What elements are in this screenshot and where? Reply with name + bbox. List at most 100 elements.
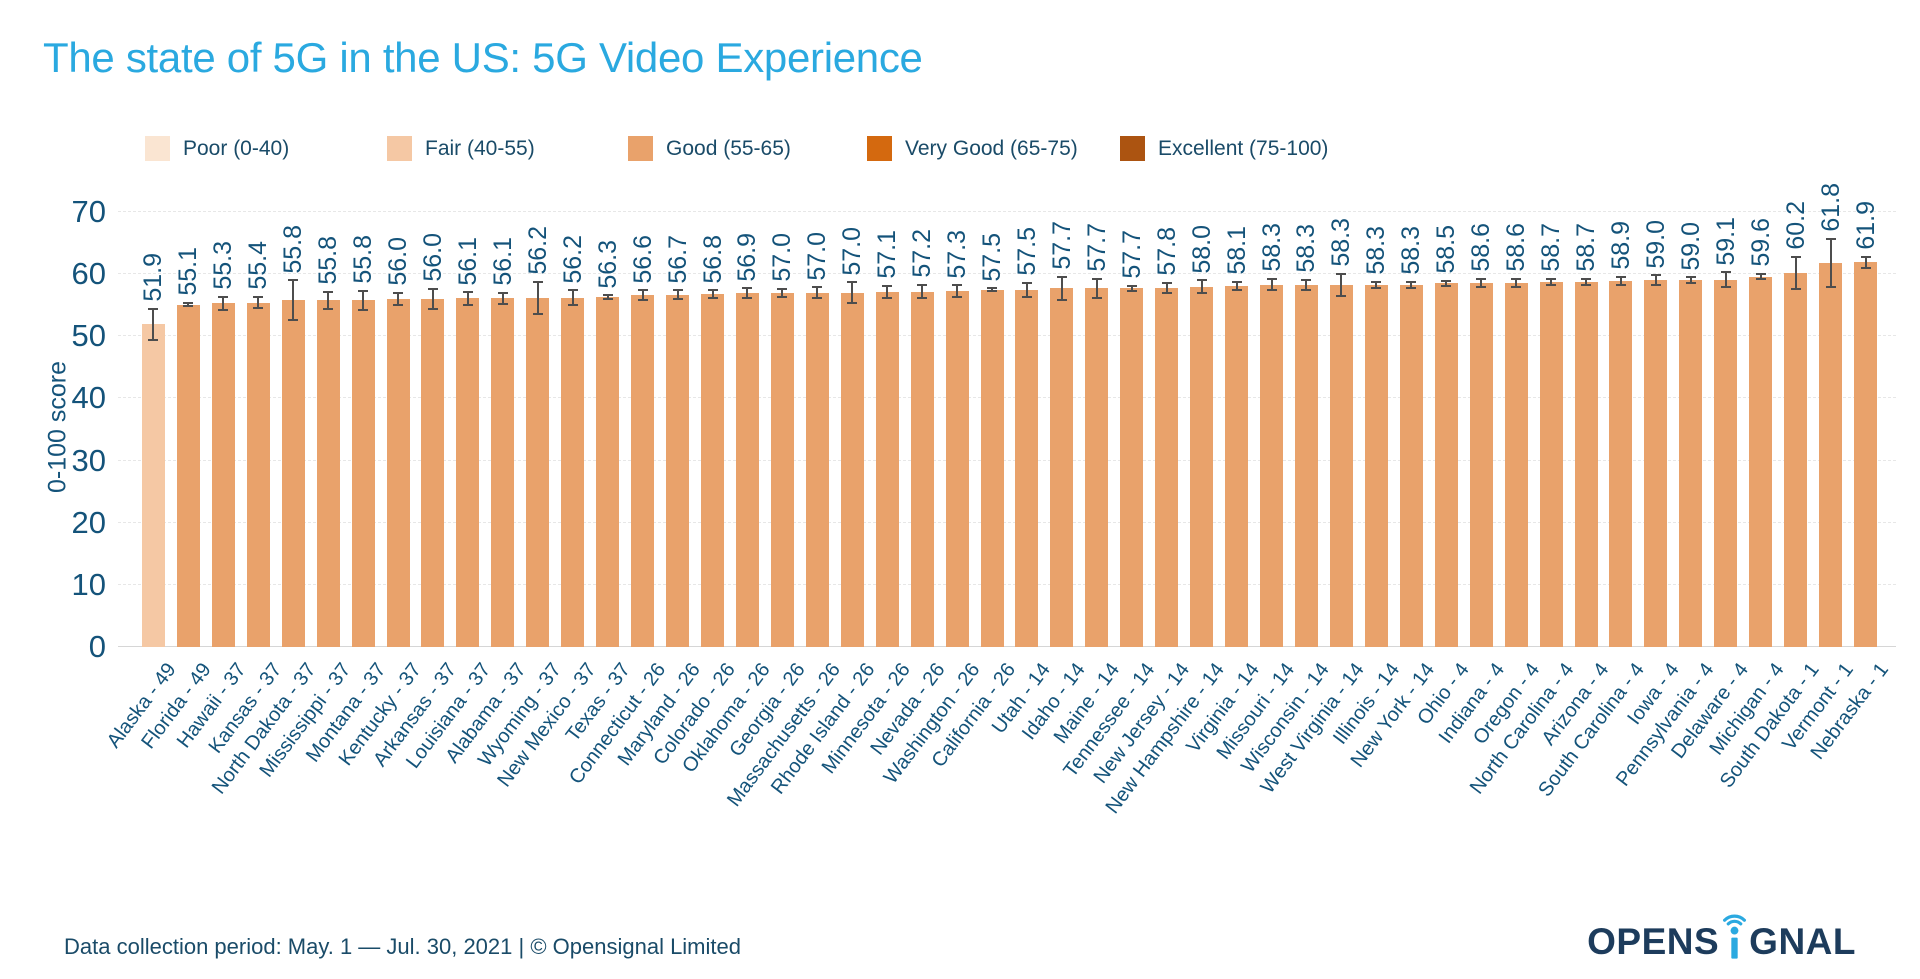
bar-arkansas	[421, 299, 445, 647]
legend-item: Poor (0-40)	[145, 136, 289, 161]
bar-value-label: 58.7	[1572, 223, 1600, 273]
x-category-label: Nebraska - 1	[1806, 659, 1894, 764]
bar-value-label: 58.3	[1397, 225, 1426, 275]
bar-new-jersey	[1155, 287, 1179, 647]
legend-item: Good (55-65)	[628, 136, 791, 161]
bar-value-label: 57.1	[873, 230, 902, 279]
error-bar	[1581, 278, 1591, 287]
bar-virginia	[1225, 285, 1249, 647]
bar-illinois	[1364, 284, 1388, 647]
x-category-label: Maryland - 26	[613, 659, 706, 770]
bar-minnesota	[875, 292, 899, 647]
bar-value-label: 58.3	[1292, 224, 1321, 273]
error-bar	[1825, 237, 1836, 289]
gridline	[118, 583, 1896, 585]
bar-iowa	[1644, 280, 1668, 647]
bar-value-label: 56.2	[523, 225, 552, 275]
x-category-label: Iowa - 4	[1623, 659, 1684, 730]
error-bar	[1021, 281, 1032, 298]
error-bar	[1371, 280, 1382, 290]
x-category-label: Wisconsin - 14	[1237, 659, 1335, 777]
bar-value-label: 61.9	[1851, 201, 1880, 250]
legend-item-label: Excellent (75-100)	[1158, 137, 1329, 160]
error-bar	[707, 289, 718, 300]
x-category-label: Indiana - 4	[1434, 659, 1509, 748]
legend-item: Excellent (75-100)	[1120, 136, 1328, 161]
x-category-label: South Carolina - 4	[1533, 659, 1649, 801]
bar-value-label: 56.0	[418, 233, 447, 283]
error-bar	[1301, 278, 1312, 291]
error-bar	[323, 290, 334, 311]
legend-swatch	[867, 136, 892, 161]
bar-wisconsin	[1294, 284, 1318, 647]
bar-value-label: 57.7	[1117, 230, 1146, 279]
x-category-label: Maine - 14	[1049, 659, 1125, 748]
error-bar	[1755, 273, 1766, 281]
x-category-label: Tennessee - 14	[1059, 659, 1160, 782]
bar-value-label: 56.7	[663, 234, 692, 284]
error-bar	[742, 287, 753, 300]
x-category-label: Missouri - 14	[1212, 659, 1300, 764]
bar-value-label: 55.8	[349, 235, 378, 284]
bar-value-label: 57.3	[943, 229, 972, 279]
bar-south-dakota	[1784, 272, 1808, 647]
error-bar	[567, 289, 578, 307]
bar-value-label: 55.4	[244, 241, 273, 291]
bar-value-label: 56.3	[593, 239, 622, 289]
legend-item: Very Good (65-75)	[867, 136, 1078, 161]
bar-alabama	[491, 298, 515, 647]
gridline	[118, 459, 1896, 461]
error-bar	[1511, 278, 1522, 289]
x-category-label: Kentucky - 37	[334, 659, 426, 770]
bar-value-label: 58.1	[1222, 225, 1251, 275]
x-category-label: New Jersey - 14	[1089, 659, 1195, 788]
legend-item-label: Very Good (65-75)	[905, 137, 1078, 160]
y-tick-label: 20	[71, 504, 106, 540]
bar-new-york	[1399, 284, 1423, 647]
bar-value-label: 57.0	[803, 231, 832, 281]
gridline	[118, 211, 1896, 212]
bar-missouri	[1260, 284, 1284, 647]
error-bar	[148, 307, 159, 342]
bar-value-label: 57.5	[1012, 227, 1041, 276]
bar-delaware	[1714, 279, 1738, 647]
x-category-label: North Dakota - 37	[208, 659, 321, 799]
bar-value-label: 58.7	[1537, 223, 1566, 273]
x-category-label: Washington - 26	[879, 659, 985, 788]
x-category-label: Ohio - 4	[1413, 659, 1474, 730]
logo-text-right: GNAL	[1749, 921, 1856, 962]
bar-florida	[176, 304, 200, 647]
bar-utah	[1015, 289, 1039, 647]
legend-swatch	[145, 136, 170, 161]
error-bar	[1441, 279, 1452, 287]
bar-value-label: 58.5	[1432, 225, 1461, 274]
bar-value-label: 56.2	[558, 234, 587, 284]
y-tick-label: 40	[71, 380, 106, 416]
bar-value-label: 56.9	[733, 232, 762, 282]
error-bar	[462, 291, 473, 307]
bar-value-label: 57.2	[908, 229, 937, 278]
error-bar	[1860, 255, 1871, 270]
x-category-label: Texas - 37	[562, 659, 636, 746]
x-category-label: Georgia - 26	[725, 659, 810, 762]
x-category-label: Kansas - 37	[204, 659, 286, 758]
bar-value-label: 59.6	[1746, 218, 1775, 268]
y-tick-label: 30	[71, 442, 106, 478]
error-bar	[183, 301, 194, 308]
bar-west-virginia	[1329, 284, 1353, 647]
bar-value-label: 59.0	[1641, 219, 1670, 269]
plot-area: 51.9 55.1 55.3 55.4 55.8 55.8 55.8 56.0 56.0 56.1…	[118, 183, 1896, 647]
x-category-label: Wyoming - 37	[473, 659, 566, 771]
x-category-label: Mississippi - 37	[255, 659, 356, 782]
y-tick-label: 0	[88, 629, 106, 664]
bar-value-label: 58.3	[1257, 223, 1286, 273]
error-bar	[1336, 272, 1347, 298]
x-category-label: Idaho - 14	[1017, 659, 1090, 745]
y-tick-label: 10	[71, 566, 106, 602]
error-bar	[1615, 275, 1626, 287]
error-bar	[288, 279, 299, 321]
bar-california	[980, 289, 1004, 647]
error-bar	[1406, 280, 1417, 290]
logo-text-left: OPENS	[1587, 921, 1720, 962]
